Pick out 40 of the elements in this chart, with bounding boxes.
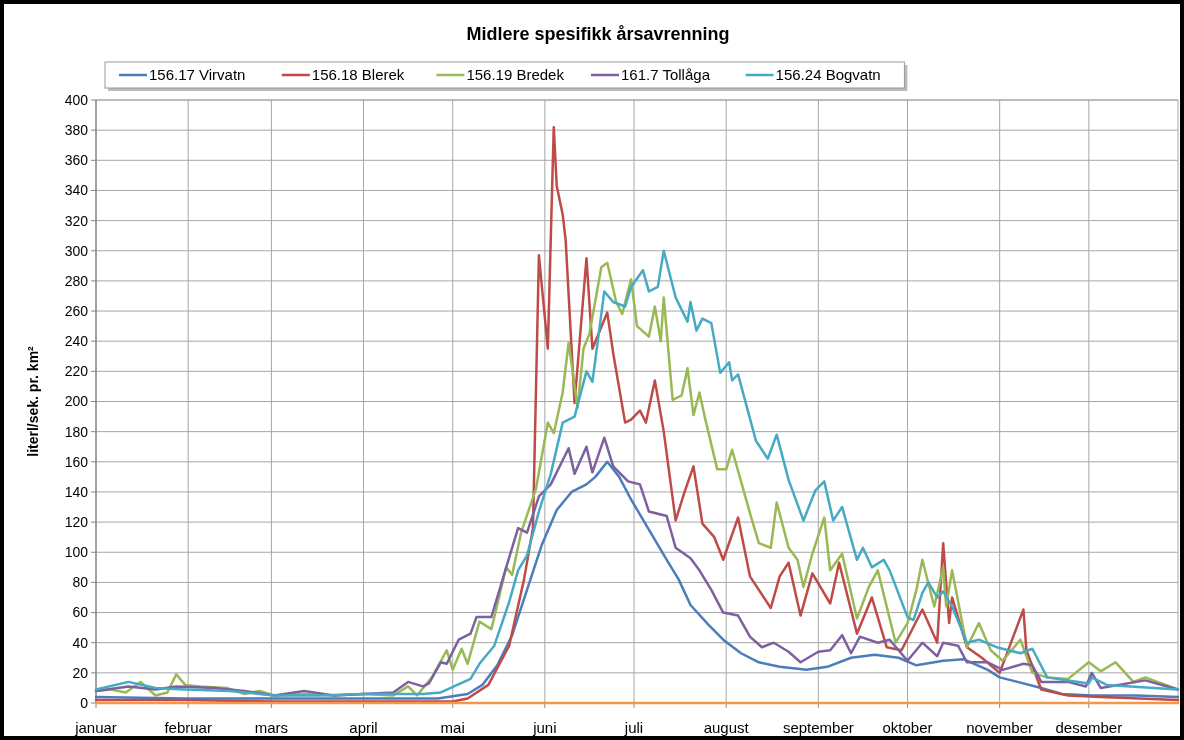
x-tick-label: september	[782, 719, 854, 736]
y-tick-label: 220	[64, 363, 89, 380]
y-tick-label: 100	[64, 544, 89, 561]
legend-label: 156.18 Blerek	[311, 66, 405, 84]
y-tick-label: 320	[64, 212, 89, 229]
y-tick-label: 140	[64, 483, 89, 500]
y-tick-label: 400	[64, 91, 89, 108]
y-tick-label: 80	[72, 574, 89, 591]
y-tick-label: 160	[64, 453, 89, 470]
y-axis-title: literl/sek. pr. km²	[25, 345, 41, 457]
x-tick-label: oktober	[882, 719, 933, 736]
legend-label: 156.19 Bredek	[466, 66, 565, 84]
x-tick-label: januar	[74, 719, 117, 736]
chart-title: Midlere spesifikk årsavrenning	[466, 24, 730, 44]
y-tick-label: 40	[72, 634, 89, 651]
y-tick-label: 280	[64, 272, 89, 289]
x-tick-label: august	[703, 719, 750, 736]
x-tick-label: juli	[623, 719, 644, 736]
y-tick-label: 380	[64, 122, 89, 139]
x-tick-label: april	[349, 719, 378, 736]
legend-label: 161.7 Tollåga	[621, 66, 711, 84]
x-tick-label: desember	[1055, 719, 1123, 736]
legend-label: 156.17 Virvatn	[149, 66, 246, 84]
y-tick-label: 340	[64, 182, 89, 199]
y-tick-label: 0	[80, 694, 89, 711]
y-tick-label: 20	[72, 664, 89, 681]
y-tick-label: 260	[64, 302, 89, 319]
legend-label: 156.24 Bogvatn	[775, 66, 881, 84]
x-tick-label: november	[966, 719, 1033, 736]
x-tick-label: mars	[254, 719, 289, 736]
y-tick-label: 360	[64, 152, 89, 169]
y-tick-label: 200	[64, 393, 89, 410]
y-tick-label: 240	[64, 333, 89, 350]
y-tick-label: 60	[72, 604, 89, 621]
x-tick-label: juni	[532, 719, 557, 736]
y-tick-label: 180	[64, 423, 89, 440]
y-tick-label: 120	[64, 514, 89, 530]
x-tick-label: mai	[440, 719, 465, 736]
y-tick-label: 300	[64, 242, 89, 259]
x-tick-label: februar	[164, 719, 212, 736]
